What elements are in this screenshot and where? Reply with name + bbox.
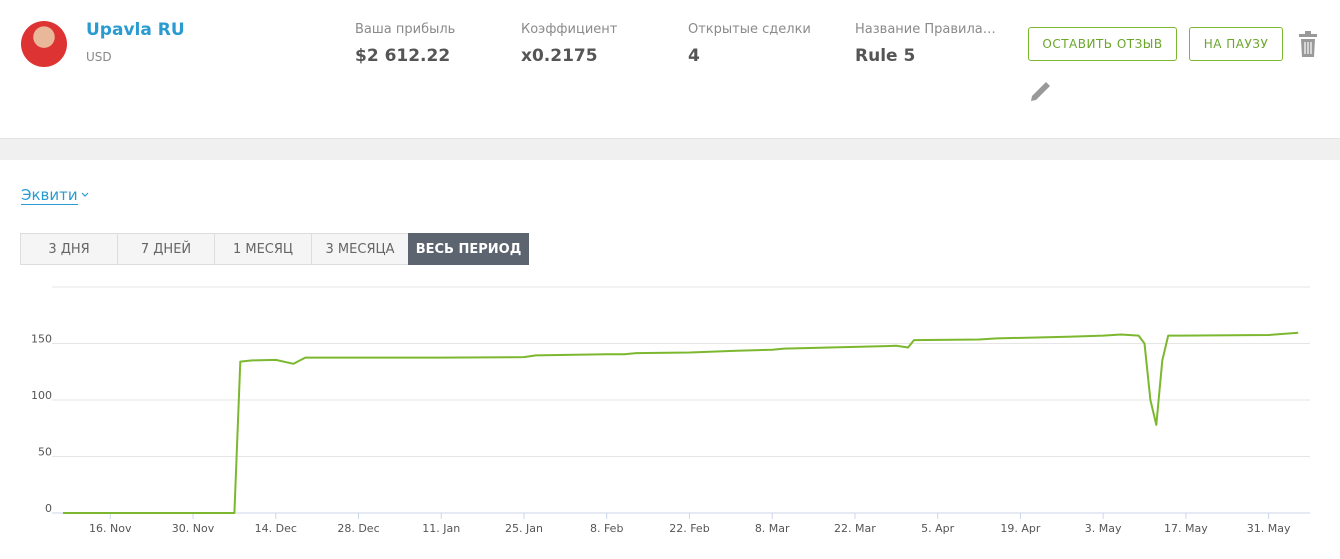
stat-value: 4 bbox=[688, 46, 700, 66]
stat-label: Открытые сделки bbox=[688, 22, 811, 37]
period-tab[interactable]: 3 МЕСЯЦА bbox=[311, 233, 409, 265]
x-tick-label: 11. Jan bbox=[422, 522, 460, 535]
period-tab[interactable]: 1 МЕСЯЦ bbox=[214, 233, 312, 265]
chart: 0 50 100 150 16. Nov 30. Nov 14. Dec 28. Dec 11.… bbox=[31, 286, 1310, 535]
stat-label: Название Правила… bbox=[855, 22, 996, 37]
x-tick-label: 14. Dec bbox=[255, 522, 297, 535]
x-tick-label: 8. Mar bbox=[755, 522, 790, 535]
y-tick-label: 0 bbox=[45, 502, 52, 515]
currency: USD bbox=[86, 50, 112, 64]
x-tick-label: 28. Dec bbox=[337, 522, 379, 535]
x-tick-label: 5. Apr bbox=[921, 522, 954, 535]
review-button[interactable]: ОСТАВИТЬ ОТЗЫВ bbox=[1028, 27, 1177, 61]
period-tab[interactable]: ВЕСЬ ПЕРИОД bbox=[408, 233, 529, 265]
stat-label: Коэффициент bbox=[521, 22, 618, 37]
equity-selector[interactable]: Эквити bbox=[21, 186, 78, 205]
period-tabs: 3 ДНЯ 7 ДНЕЙ 1 МЕСЯЦ 3 МЕСЯЦА ВЕСЬ ПЕРИОД bbox=[20, 233, 529, 265]
stat-value: x0.2175 bbox=[521, 46, 598, 66]
x-tick-label: 22. Mar bbox=[834, 522, 876, 535]
y-tick-label: 100 bbox=[31, 389, 52, 402]
x-tick-label: 30. Nov bbox=[172, 522, 215, 535]
stat-value: $2 612.22 bbox=[355, 46, 451, 66]
stat-label: Ваша прибыль bbox=[355, 22, 456, 37]
delete-icon[interactable] bbox=[1297, 31, 1319, 57]
user-name[interactable]: Upavla RU bbox=[86, 20, 185, 40]
x-tick-label: 3. May bbox=[1085, 522, 1122, 535]
pause-button[interactable]: НА ПАУЗУ bbox=[1189, 27, 1283, 61]
y-tick-label: 150 bbox=[31, 333, 52, 346]
x-tick-label: 8. Feb bbox=[590, 522, 623, 535]
x-tick-label: 16. Nov bbox=[89, 522, 132, 535]
period-tab[interactable]: 7 ДНЕЙ bbox=[117, 233, 215, 265]
separator bbox=[0, 138, 1340, 160]
x-tick-label: 17. May bbox=[1164, 522, 1208, 535]
period-tab[interactable]: 3 ДНЯ bbox=[20, 233, 118, 265]
x-tick-label: 31. May bbox=[1247, 522, 1291, 535]
x-tick-label: 22. Feb bbox=[669, 522, 709, 535]
x-tick-label: 25. Jan bbox=[505, 522, 543, 535]
chevron[interactable] bbox=[80, 190, 90, 200]
y-tick-label: 50 bbox=[38, 446, 52, 459]
equity-line bbox=[63, 331, 1299, 514]
stat-value: Rule 5 bbox=[855, 46, 916, 66]
avatar[interactable] bbox=[21, 21, 67, 67]
x-tick-label: 19. Apr bbox=[1000, 522, 1040, 535]
edit-icon[interactable] bbox=[1028, 78, 1054, 104]
